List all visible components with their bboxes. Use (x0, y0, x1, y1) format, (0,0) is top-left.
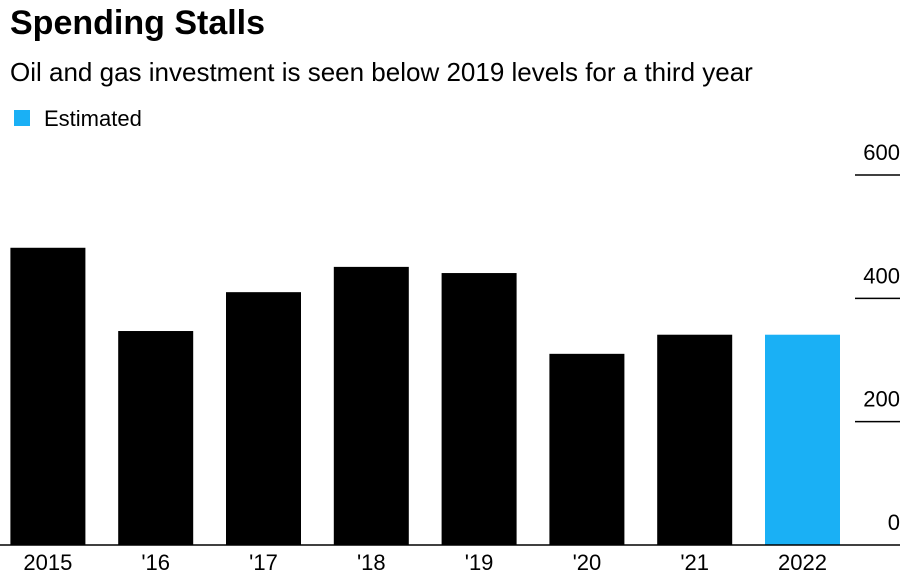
y-tick-label: 400 (863, 263, 900, 288)
x-tick-label: '20 (573, 550, 602, 575)
x-tick-label: 2022 (778, 550, 827, 575)
x-tick-label: '19 (465, 550, 494, 575)
x-tick-label: 2015 (23, 550, 72, 575)
x-tick-label: '21 (680, 550, 709, 575)
x-tick-label: '16 (141, 550, 170, 575)
bar (333, 266, 409, 545)
y-tick-label: 600 (863, 140, 900, 165)
bar (118, 331, 194, 545)
x-tick-label: '18 (357, 550, 386, 575)
y-tick-label: 0 (888, 510, 900, 535)
bar (549, 353, 625, 545)
bar (10, 247, 86, 545)
bar (226, 292, 301, 545)
legend-swatch (14, 110, 30, 126)
legend-label: Estimated (44, 106, 142, 131)
bar (765, 334, 840, 545)
x-tick-label: '17 (249, 550, 278, 575)
chart-title: Spending Stalls (10, 4, 265, 42)
bar (441, 273, 517, 545)
chart-subtitle: Oil and gas investment is seen below 201… (10, 57, 753, 87)
bar (657, 334, 733, 545)
y-tick-label: 200 (863, 387, 900, 412)
